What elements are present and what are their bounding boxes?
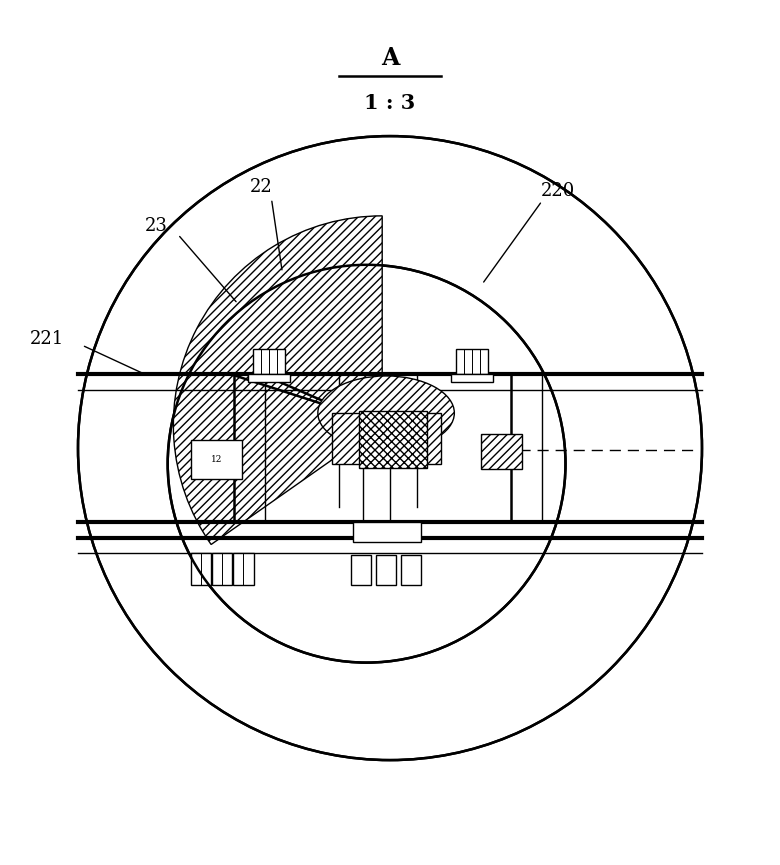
Text: 22: 22 bbox=[250, 178, 273, 195]
Bar bbox=[212, 554, 232, 585]
Bar bbox=[351, 555, 371, 585]
Bar bbox=[481, 434, 522, 469]
Bar bbox=[401, 555, 421, 585]
Text: 23: 23 bbox=[144, 217, 168, 234]
Text: 220: 220 bbox=[541, 182, 575, 200]
Bar bbox=[253, 349, 285, 374]
Bar bbox=[191, 554, 211, 585]
Bar bbox=[248, 374, 290, 381]
Bar bbox=[451, 374, 493, 381]
Text: 1 : 3: 1 : 3 bbox=[364, 93, 416, 113]
Bar bbox=[456, 349, 488, 374]
Bar bbox=[332, 413, 441, 464]
Bar bbox=[353, 522, 421, 541]
Bar bbox=[359, 412, 427, 468]
Wedge shape bbox=[82, 140, 698, 448]
Bar bbox=[376, 555, 396, 585]
Text: 12: 12 bbox=[211, 455, 222, 465]
Wedge shape bbox=[173, 216, 382, 544]
Text: 221: 221 bbox=[30, 330, 64, 348]
Ellipse shape bbox=[318, 376, 454, 450]
Bar bbox=[233, 554, 254, 585]
Text: A: A bbox=[381, 46, 399, 70]
Bar bbox=[191, 440, 242, 479]
